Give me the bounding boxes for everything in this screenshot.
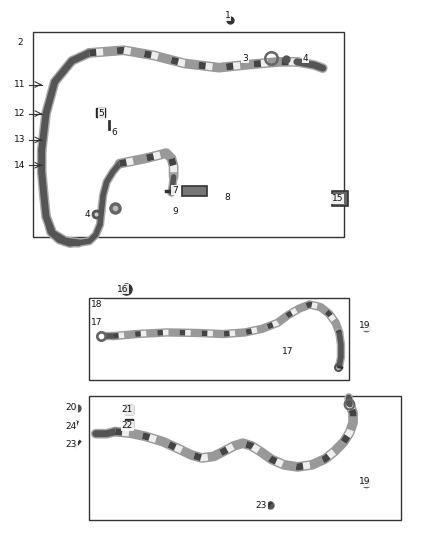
Text: 11: 11 (14, 80, 26, 89)
Bar (125, 405, 134, 414)
Text: 14: 14 (14, 161, 26, 169)
Bar (332, 191, 348, 206)
Text: 19: 19 (360, 321, 371, 330)
Text: 13: 13 (14, 135, 26, 144)
Text: 8: 8 (224, 193, 230, 203)
Text: 1: 1 (225, 12, 230, 20)
Text: 12: 12 (14, 109, 26, 118)
Text: 6: 6 (112, 127, 117, 136)
Text: 24: 24 (65, 422, 77, 431)
Text: 15: 15 (332, 195, 344, 204)
Text: 9: 9 (172, 207, 178, 216)
Text: 16: 16 (117, 285, 129, 294)
Bar (125, 419, 133, 427)
Text: 4: 4 (303, 54, 308, 63)
Text: 2: 2 (17, 38, 23, 47)
Text: 17: 17 (282, 348, 293, 357)
Text: 3: 3 (242, 54, 248, 63)
Text: 22: 22 (122, 421, 133, 430)
Bar (182, 187, 207, 196)
Text: 23: 23 (65, 440, 77, 449)
Text: 17: 17 (91, 318, 103, 327)
Bar (89, 395, 401, 520)
Text: 18: 18 (91, 300, 103, 309)
Text: 5: 5 (99, 109, 104, 118)
Text: 7: 7 (172, 185, 178, 195)
Text: 19: 19 (360, 477, 371, 486)
Text: 20: 20 (65, 403, 77, 413)
Text: 4: 4 (84, 211, 90, 219)
Text: 23: 23 (256, 502, 267, 511)
Bar (89, 298, 349, 380)
Text: 21: 21 (122, 406, 133, 415)
Bar (96, 108, 105, 117)
Bar (33, 32, 344, 238)
